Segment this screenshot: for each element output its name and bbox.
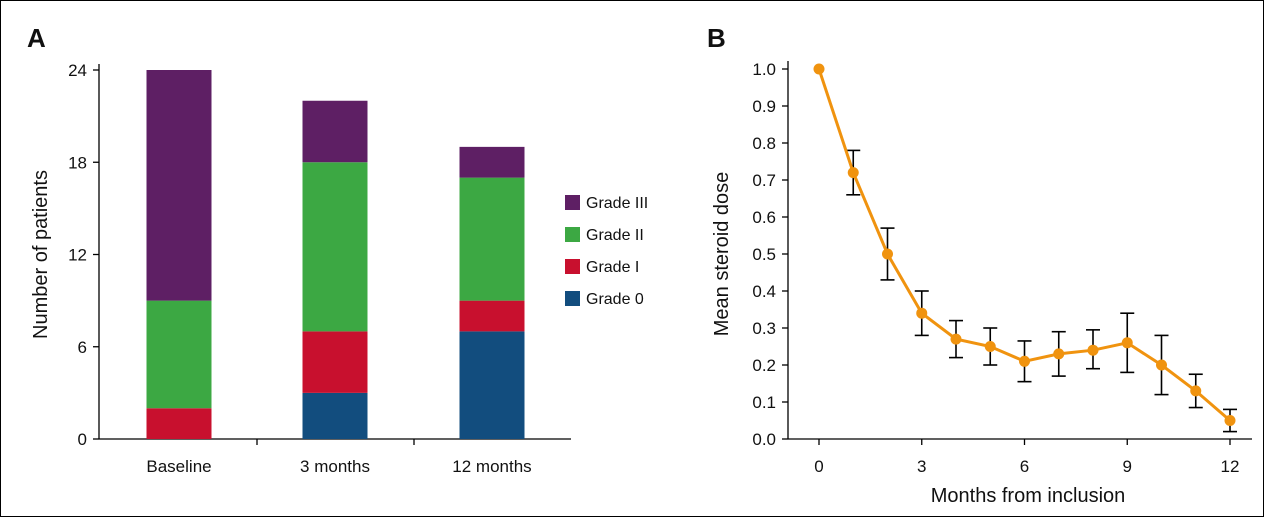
y-tick-label: 0 <box>78 430 87 449</box>
y-tick-label: 0.6 <box>752 208 776 227</box>
y-tick-label: 18 <box>68 153 87 172</box>
panel-a-label: A <box>27 23 46 53</box>
x-tick-label: 12 <box>1221 457 1240 476</box>
data-point <box>847 167 859 179</box>
legend-swatch-grade-0 <box>565 291 580 306</box>
data-point <box>950 333 962 345</box>
data-point <box>1190 385 1202 397</box>
x-tick-label: 9 <box>1123 457 1132 476</box>
data-point <box>1121 337 1133 349</box>
line-chart: 0.0 0.1 0.2 0.3 0.4 0.5 0.6 0.7 0.8 0.9 1.0 0 3 6 9 12 M… <box>711 60 1252 507</box>
y-tick-label: 0.7 <box>752 171 776 190</box>
panel-b-label: B <box>707 23 726 53</box>
y-tick-label: 0.4 <box>752 282 776 301</box>
legend-label: Grade I <box>586 259 639 276</box>
legend-swatch-grade-i <box>565 259 580 274</box>
x-tick-label: 0 <box>814 457 823 476</box>
legend-label: Grade II <box>586 227 644 244</box>
y-tick-label: 0.5 <box>752 245 776 264</box>
data-point <box>813 63 825 75</box>
y-tick-label: 0.8 <box>752 134 776 153</box>
x-tick-label: 12 months <box>452 457 531 476</box>
data-point <box>882 248 893 260</box>
bar-segment-grade-0 <box>302 392 368 439</box>
y-tick-label: 6 <box>78 338 87 357</box>
legend-swatch-grade-iii <box>565 195 580 210</box>
bar-segment-grade-iii <box>146 70 212 301</box>
x-tick-label: 3 months <box>300 457 370 476</box>
legend-swatch-grade-ii <box>565 227 580 242</box>
y-tick-label: 1.0 <box>752 60 776 79</box>
y-tick-label: 24 <box>68 61 87 80</box>
bar-segment-grade-ii <box>302 162 368 332</box>
y-tick-label: 0.0 <box>752 430 776 449</box>
x-tick-label: Baseline <box>146 457 211 476</box>
bar-segment-grade-i <box>459 300 525 332</box>
y-axis-title: Mean steroid dose <box>711 172 733 337</box>
data-point <box>916 307 928 319</box>
legend: Grade III Grade II Grade I Grade 0 <box>565 195 648 308</box>
data-point <box>1087 344 1099 356</box>
y-tick-label: 0.2 <box>752 356 776 375</box>
bar-segment-grade-0 <box>459 331 525 439</box>
legend-label: Grade III <box>586 195 648 212</box>
y-tick-label: 0.3 <box>752 319 776 338</box>
bar-segment-grade-iii <box>302 100 368 163</box>
data-point <box>1156 359 1167 371</box>
x-axis-title: Months from inclusion <box>931 485 1126 507</box>
bar-segment-grade-ii <box>146 300 212 409</box>
stacked-bar-chart: 0 6 12 18 24 Baseline 3 months 12 months Number … <box>30 61 648 476</box>
bar-segment-grade-i <box>302 331 368 393</box>
x-tick-label: 6 <box>1020 457 1029 476</box>
data-point <box>1224 415 1236 426</box>
y-tick-label: 0.9 <box>752 97 776 116</box>
bar-segment-grade-i <box>146 408 212 439</box>
data-point <box>1053 348 1065 360</box>
data-point <box>984 341 996 352</box>
x-tick-label: 3 <box>917 457 926 476</box>
legend-label: Grade 0 <box>586 291 644 308</box>
y-tick-label: 0.1 <box>752 393 776 412</box>
bar-segment-grade-iii <box>459 146 525 178</box>
y-tick-label: 12 <box>68 246 87 265</box>
data-point <box>1019 355 1030 367</box>
bar-segment-grade-ii <box>459 177 525 301</box>
y-axis-title: Number of patients <box>30 170 52 339</box>
